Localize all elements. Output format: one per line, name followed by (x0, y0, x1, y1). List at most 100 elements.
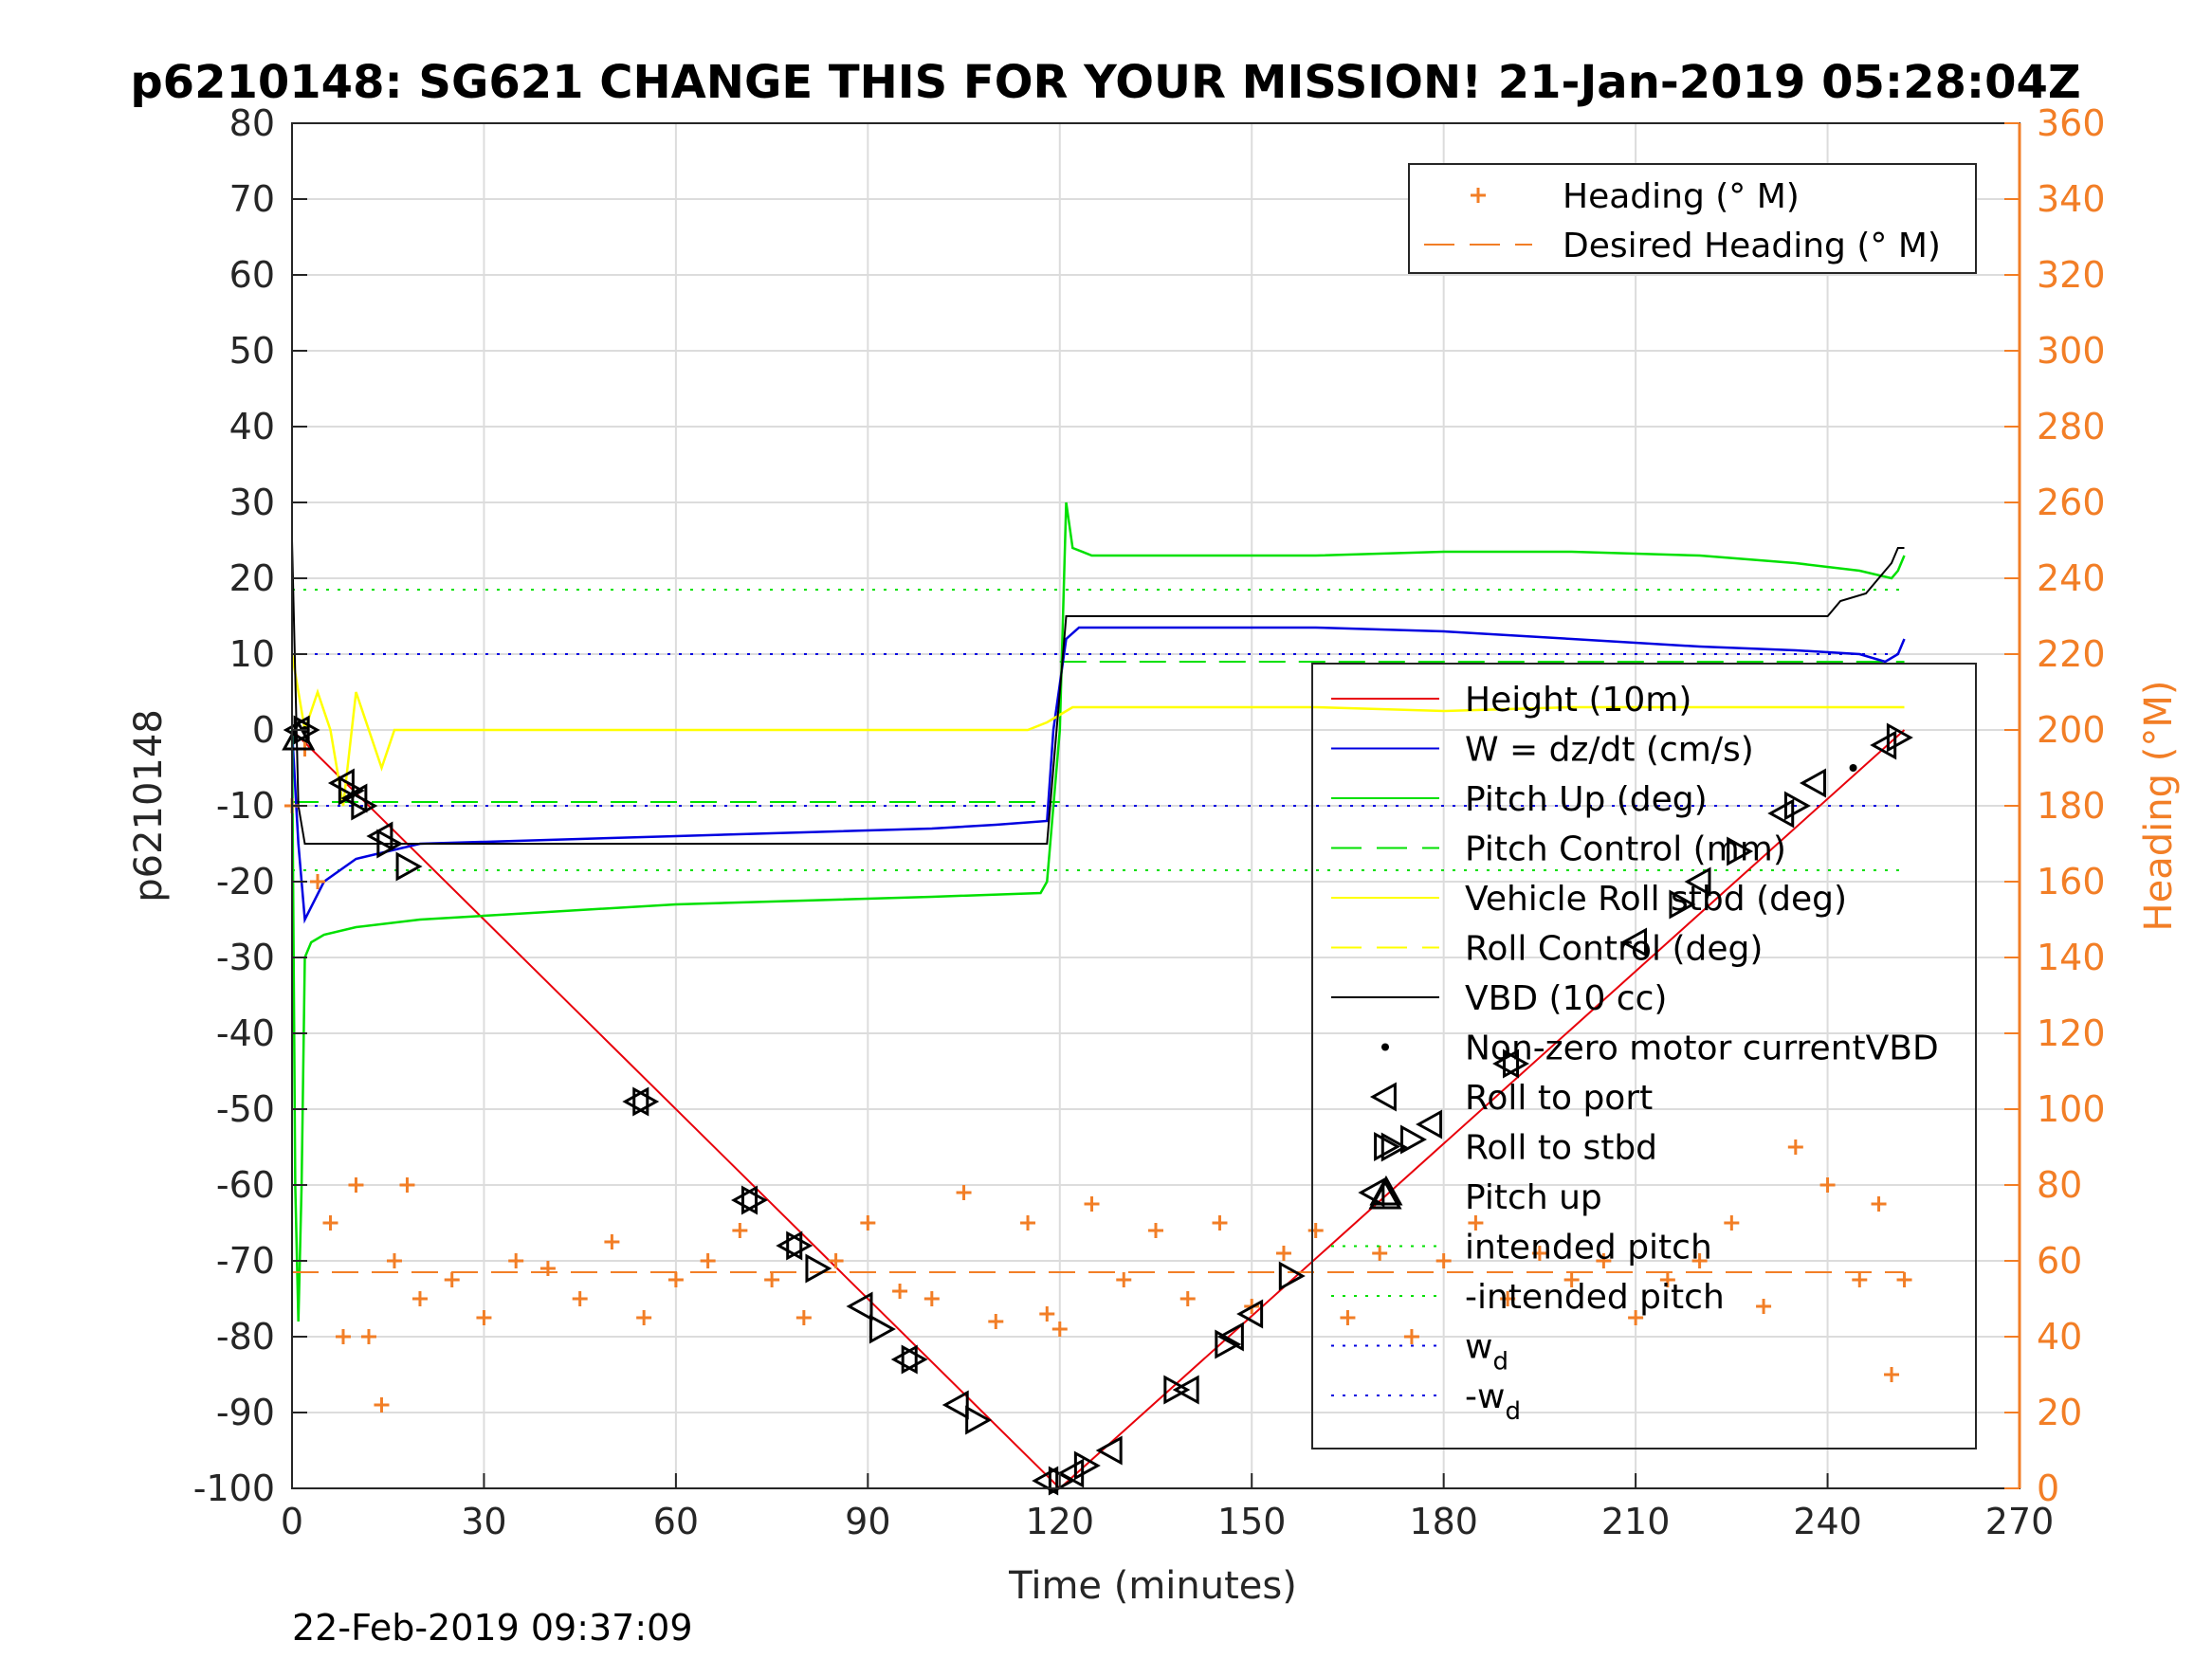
roll-to-stbd-marker (1886, 722, 1913, 753)
roll-to-port-marker (1032, 1466, 1059, 1496)
y-tick-label-left: -80 (216, 1316, 275, 1358)
legend-main-label: Roll Control (deg) (1465, 930, 1763, 969)
y-tick-label-right: 280 (2037, 406, 2106, 447)
heading-point (1628, 1310, 1644, 1325)
heading-point (348, 1177, 364, 1193)
motor-vbd-marker (1849, 764, 1857, 772)
heading-point (386, 1253, 402, 1268)
heading-point (795, 1310, 812, 1325)
heading-point (1148, 1223, 1163, 1238)
heading-point (1596, 1253, 1612, 1268)
x-tick-label: 270 (1985, 1501, 2055, 1542)
heading-point (1884, 1367, 1900, 1382)
roll-to-port-marker (1358, 1177, 1385, 1208)
roll-to-stbd-marker (805, 1253, 832, 1284)
y-tick-label-left: -70 (216, 1240, 275, 1282)
heading-point (1852, 1272, 1868, 1287)
legend-main-label: -intended pitch (1465, 1278, 1725, 1317)
heading-point (1020, 1215, 1036, 1231)
roll-to-stbd-marker (901, 1344, 928, 1375)
y-tick-label-right: 20 (2037, 1392, 2082, 1433)
legend-main-label: VBD (10 cc) (1465, 979, 1667, 1018)
roll-to-port-marker (890, 1344, 918, 1375)
legend-main-label: Pitch up (1465, 1178, 1602, 1217)
y-tick-label-right: 40 (2037, 1316, 2082, 1358)
heading-point (309, 874, 325, 889)
y-tick-label-left: 40 (229, 406, 275, 447)
y-tick-label-left: -90 (216, 1392, 275, 1433)
heading-point (923, 1291, 940, 1306)
heading-point (444, 1272, 460, 1287)
heading-point (1500, 1291, 1516, 1306)
heading-point (1896, 1272, 1912, 1287)
roll-to-port-marker (941, 1390, 969, 1420)
heading-point (572, 1291, 588, 1306)
heading-point (1084, 1196, 1100, 1212)
x-tick-label: 240 (1793, 1501, 1862, 1542)
roll-to-stbd-marker (868, 1314, 896, 1344)
x-tick-label: 180 (1409, 1501, 1478, 1542)
heading-point (764, 1272, 780, 1287)
y-tick-label-left: -30 (216, 937, 275, 978)
heading-point (508, 1253, 524, 1268)
series-line (290, 501, 1906, 1322)
heading-point (1340, 1310, 1356, 1325)
heading-point (1563, 1272, 1580, 1287)
roll-to-stbd-marker (1400, 1124, 1428, 1155)
x-tick-label: 150 (1217, 1501, 1287, 1542)
legend-main-label: Vehicle Roll stbd (deg) (1465, 880, 1847, 919)
x-tick-label: 0 (281, 1501, 303, 1542)
x-tick-label: 120 (1026, 1501, 1095, 1542)
y-tick-label-left: 50 (229, 330, 275, 372)
legend-main-box (1311, 663, 1977, 1449)
heading-point (636, 1310, 652, 1325)
footer-timestamp: 22-Feb-2019 09:37:09 (292, 1607, 693, 1649)
heading-point (604, 1234, 620, 1249)
y-tick-label-right: 320 (2037, 254, 2106, 296)
heading-point (1787, 1139, 1803, 1155)
legend-main-label: Non-zero motor currentVBD (1465, 1030, 1939, 1068)
roll-to-stbd-marker (632, 1086, 660, 1117)
y-tick-label-left: 0 (252, 709, 275, 751)
y-tick-label-right: 360 (2037, 102, 2106, 144)
roll-to-stbd-marker (1727, 836, 1754, 866)
y-tick-label-left: 80 (229, 102, 275, 144)
roll-to-port-marker (1216, 1322, 1244, 1352)
legend-top-box (1408, 163, 1977, 274)
heading-point (860, 1215, 876, 1231)
roll-to-port-marker (1416, 1109, 1443, 1139)
heading-point (988, 1314, 1004, 1329)
heading-point (1307, 1223, 1324, 1238)
y-tick-label-right: 240 (2037, 557, 2106, 599)
roll-to-port-marker (1236, 1299, 1264, 1329)
roll-to-stbd-marker (1073, 1450, 1101, 1481)
y-tick-label-right: 220 (2037, 633, 2106, 675)
series-line (290, 653, 1905, 807)
legend-top-label: Desired Heading (° M) (1563, 227, 1941, 265)
legend-main-label: Height (10m) (1465, 681, 1691, 720)
series-line (291, 539, 1905, 845)
x-axis-label: Time (minutes) (1008, 1564, 1297, 1608)
legend-plus-sample (1471, 188, 1486, 203)
y-tick-label-left: -40 (216, 1012, 275, 1054)
legend-tri-up-sample (1368, 1178, 1402, 1210)
y-axis-label-right: Heading (°M) (2137, 681, 2181, 932)
roll-to-port-marker (1684, 866, 1711, 897)
chart-title: p6210148: SG621 CHANGE THIS FOR YOUR MIS… (130, 56, 2080, 109)
heading-point (732, 1223, 748, 1238)
roll-to-stbd-marker (965, 1405, 993, 1435)
y-tick-label-right: 200 (2037, 709, 2106, 751)
legend-dot-sample (1381, 1043, 1389, 1051)
ticks: 0 30 60 90 120 150 180 210 240 270 80 70 60 50 40 30 20 1… (193, 102, 2106, 1542)
heading-point (1531, 1246, 1547, 1261)
roll-to-stbd-marker (376, 829, 404, 859)
grid (292, 123, 2020, 1488)
legend-tri-left-sample (1369, 1082, 1397, 1112)
roll-to-stbd-marker (1503, 1048, 1529, 1079)
y-tick-label-right: 120 (2037, 1012, 2106, 1054)
heading-point (1039, 1306, 1055, 1322)
y-tick-label-right: 100 (2037, 1088, 2106, 1130)
heading-point (411, 1291, 428, 1306)
